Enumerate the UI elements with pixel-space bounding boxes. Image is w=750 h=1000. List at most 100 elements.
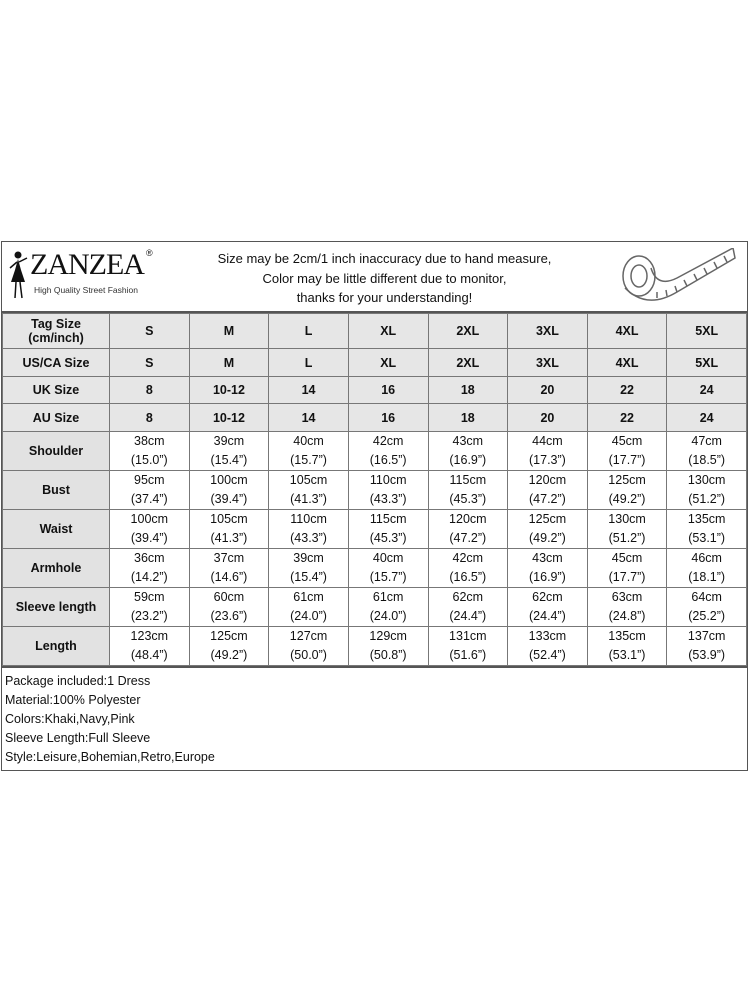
notice-line: Size may be 2cm/1 inch inaccuracy due to… [217,251,552,266]
measurement-cell: 64cm (25.2”) [666,587,747,627]
cm-value: 39cm [213,434,245,448]
cm-value: 130cm [608,512,646,526]
measurement-cell: 38cm (15.0”) [109,431,190,471]
inch-value: (39.4”) [130,531,168,545]
measurement-cell: 46cm (18.1”) [666,548,747,588]
measurement-cell: 45cm (17.7”) [586,431,668,471]
inch-value: (48.4”) [130,648,168,662]
info-colors: Colors:Khaki,Navy,Pink [5,712,135,726]
cm-value: 125cm [528,512,567,526]
cm-value: 123cm [130,629,169,643]
cm-value: 131cm [449,629,487,643]
inch-value: (17.7”) [608,570,646,584]
info-style: Style:Leisure,Bohemian,Retro,Europe [5,750,215,764]
measurement-row: Sleeve length 59cm (23.2”) 60cm (23.6”) 61cm (… [2,587,747,627]
size-cell: 16 [347,403,429,432]
inch-value: (15.7”) [290,453,327,467]
row-label: UK Size [2,376,110,404]
cm-value: 45cm [611,551,643,565]
row-label: Tag Size (cm/inch) [2,313,110,349]
cm-value: 43cm [532,551,563,565]
inch-value: (25.2”) [688,609,726,623]
cm-value: 46cm [691,551,722,565]
brand-tagline: High Quality Street Fashion [34,285,138,295]
row-label: AU Size [2,403,110,432]
inch-value: (15.4”) [210,453,248,467]
brand-text: ZANZEA ® High Quality Street Fashion [30,248,153,296]
cm-value: 36cm [134,551,165,565]
measurement-cell: 115cm (45.3”) [427,470,509,510]
inch-value: (53.1”) [688,531,726,545]
measurement-cell: 123cm (48.4”) [109,626,190,666]
measurement-cell: 125cm (49.2”) [507,509,588,549]
cm-value: 120cm [449,512,487,526]
brand-name-row: ZANZEA ® [30,248,153,282]
size-cell: 22 [586,403,668,432]
inch-value: (18.5”) [688,453,726,467]
measurement-cell: 42cm (16.5”) [347,431,429,471]
inch-value: (14.6”) [210,570,248,584]
measurement-cell: 135cm (53.1”) [586,626,668,666]
cm-value: 115cm [449,473,487,487]
cm-value: 105cm [210,512,248,526]
size-cell: 3XL [507,313,588,349]
notice-line: Color may be little different due to mon… [262,270,507,286]
inch-value: (14.2”) [130,570,168,584]
inch-value: (53.9”) [688,648,726,662]
inch-value: (37.4”) [130,492,168,506]
measurement-cell: 110cm (43.3”) [268,509,349,549]
measurement-row: Bust 95cm (37.4”) 100cm (39.4”) 105cm (41.3”) 1… [2,470,747,510]
measurement-cell: 125cm (49.2”) [188,626,270,666]
measurement-cell: 100cm (39.4”) [188,470,270,510]
cm-value: 120cm [528,473,567,487]
inch-value: (24.0”) [369,609,407,623]
cm-value: 135cm [608,629,646,643]
size-cell: S [109,313,190,349]
cm-value: 42cm [452,551,484,565]
measurement-cell: 130cm (51.2”) [666,470,747,510]
measurement-cell: 40cm (15.7”) [347,548,429,588]
cm-value: 44cm [532,434,563,448]
cm-value: 129cm [369,629,407,643]
inch-value: (16.9”) [529,570,566,584]
row-label: Shoulder [2,431,110,471]
size-row: AU Size 8 10-12 14 16 18 20 22 24 [2,403,747,432]
measurement-row: Waist 100cm (39.4”) 105cm (41.3”) 110cm (43.3”… [2,509,747,549]
cm-value: 127cm [289,629,328,643]
inch-value: (49.2”) [608,492,646,506]
measurement-cell: 47cm (18.5”) [666,431,747,471]
measurement-row: Armhole 36cm (14.2”) 37cm (14.6”) 39cm (15.4”)… [2,548,747,588]
size-cell: L [268,313,349,349]
measurement-row: Shoulder 38cm (15.0”) 39cm (15.4”) 40cm (15.7”… [2,431,747,471]
size-cell: 2XL [427,348,509,377]
dancer-figure-icon [9,251,28,299]
info-material: Material:100% Polyester [5,693,141,707]
inch-value: (17.7”) [608,453,646,467]
measurement-cell: 110cm (43.3”) [347,470,429,510]
size-cell: 20 [507,403,588,432]
size-cell: 3XL [507,348,588,377]
cm-value: 130cm [687,473,726,487]
measurement-cell: 43cm (16.9”) [507,548,588,588]
product-info: Package included:1 Dress Material:100% P… [2,666,747,770]
measurement-cell: 95cm (37.4”) [109,470,190,510]
inch-value: (15.0”) [130,453,168,467]
cm-value: 100cm [130,512,169,526]
measurement-notice: Size may be 2cm/1 inch inaccuracy due to… [172,249,597,308]
measurement-cell: 105cm (41.3”) [268,470,349,510]
measurement-cell: 62cm (24.4”) [427,587,509,627]
cm-value: 64cm [691,590,722,604]
inch-value: (23.2”) [130,609,168,623]
cm-value: 63cm [611,590,643,604]
inch-value: (39.4”) [210,492,248,506]
measurement-cell: 37cm (14.6”) [188,548,270,588]
cm-value: 125cm [608,473,646,487]
inch-value: (15.7”) [369,570,407,584]
cm-value: 42cm [372,434,404,448]
size-row: UK Size 8 10-12 14 16 18 20 22 24 [2,376,747,404]
cm-value: 43cm [452,434,484,448]
inch-value: (41.3”) [290,492,327,506]
measurement-cell: 39cm (15.4”) [188,431,270,471]
inch-value: (17.3”) [529,453,566,467]
cm-value: 38cm [134,434,165,448]
